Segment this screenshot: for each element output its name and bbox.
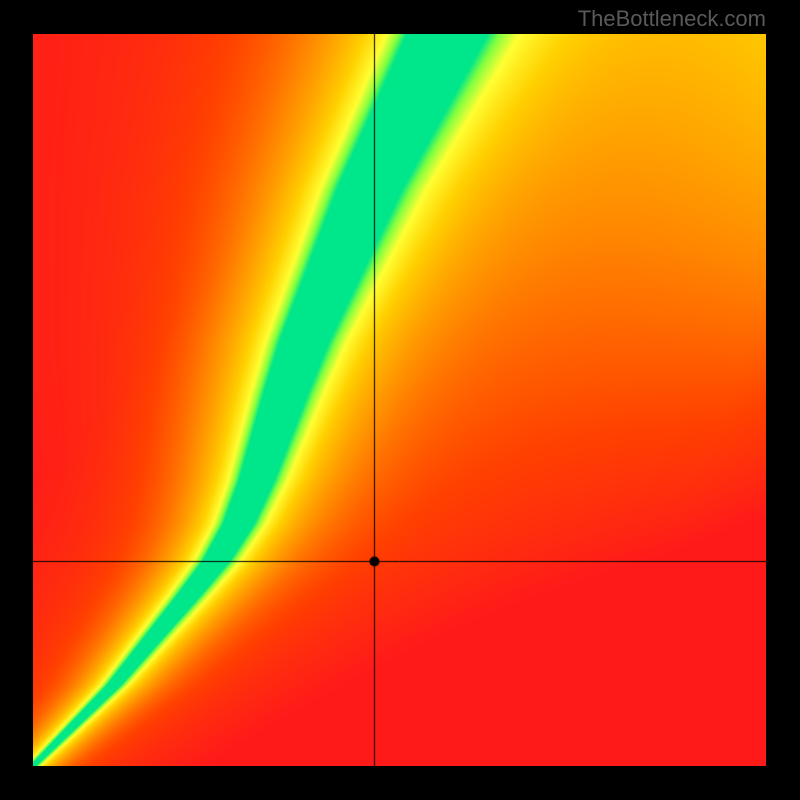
heatmap-plot <box>33 34 766 766</box>
watermark-text: TheBottleneck.com <box>578 6 766 32</box>
frame-left <box>0 0 33 800</box>
chart-container: { "canvas": { "width": 800, "height": 80… <box>0 0 800 800</box>
frame-bottom <box>0 766 800 800</box>
frame-right <box>766 0 800 800</box>
